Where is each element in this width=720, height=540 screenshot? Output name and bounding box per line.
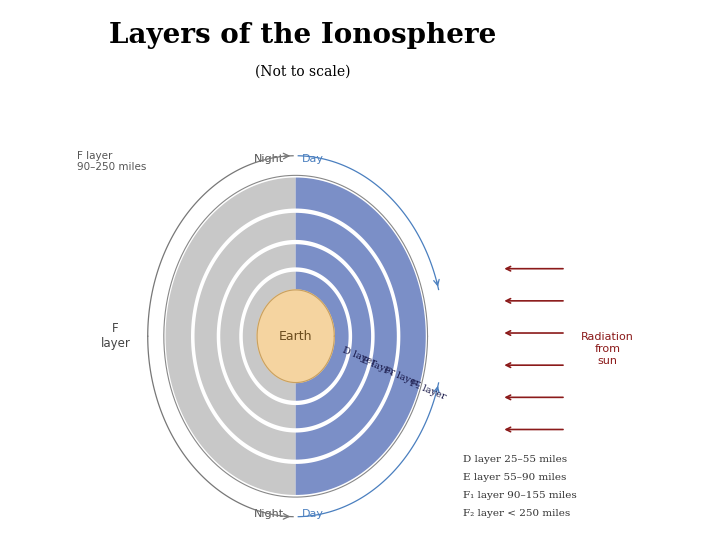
Text: Earth: Earth — [279, 330, 312, 343]
Polygon shape — [191, 208, 400, 464]
Text: D layer: D layer — [341, 346, 377, 368]
Polygon shape — [162, 173, 429, 500]
Text: Day: Day — [302, 509, 324, 519]
Text: F₂ layer: F₂ layer — [408, 379, 447, 401]
Text: Night: Night — [254, 154, 284, 164]
Text: F layer
90–250 miles: F layer 90–250 miles — [77, 151, 146, 172]
Polygon shape — [296, 176, 428, 497]
Polygon shape — [239, 267, 352, 405]
Text: Radiation
from
sun: Radiation from sun — [581, 333, 634, 366]
Text: Day: Day — [302, 154, 324, 164]
Text: Layers of the Ionosphere: Layers of the Ionosphere — [109, 22, 496, 49]
Polygon shape — [164, 176, 296, 497]
Polygon shape — [257, 290, 334, 382]
Text: (Not to scale): (Not to scale) — [255, 65, 350, 79]
Text: F₂ layer < 250 miles: F₂ layer < 250 miles — [463, 509, 570, 518]
Text: Night: Night — [254, 509, 284, 519]
Text: F₁ layer: F₁ layer — [382, 366, 422, 389]
Polygon shape — [296, 242, 373, 430]
Polygon shape — [296, 211, 399, 462]
Polygon shape — [296, 269, 351, 403]
Text: F
layer: F layer — [101, 322, 130, 350]
Polygon shape — [258, 291, 333, 382]
Text: E layer 55–90 miles: E layer 55–90 miles — [463, 473, 567, 482]
Text: E layer: E layer — [360, 356, 396, 377]
Text: D layer 25–55 miles: D layer 25–55 miles — [463, 455, 567, 464]
Polygon shape — [217, 240, 374, 433]
Text: F₁ layer 90–155 miles: F₁ layer 90–155 miles — [463, 491, 577, 500]
